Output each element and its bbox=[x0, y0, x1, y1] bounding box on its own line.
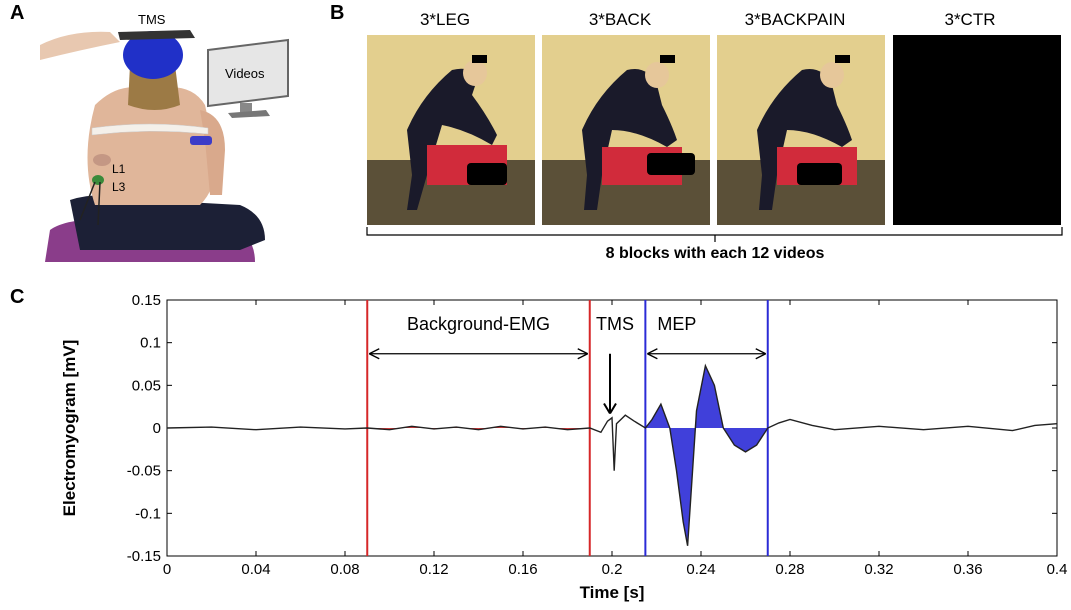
lifting-illustration bbox=[717, 35, 885, 225]
x-tick-label: 0.2 bbox=[602, 561, 623, 578]
condition-label-ctr: 3*CTR bbox=[944, 10, 996, 29]
x-tick-label: 0.36 bbox=[953, 561, 982, 578]
background-emg-arrow-head-right bbox=[577, 348, 589, 360]
y-axis-label: Electromyogram [mV] bbox=[60, 340, 79, 517]
electrode-wires bbox=[79, 181, 101, 226]
y-tick-label: -0.1 bbox=[135, 505, 161, 522]
x-tick-label: 0.24 bbox=[686, 561, 715, 578]
y-tick-label: 0.05 bbox=[132, 377, 161, 394]
mep-arrow-head-right bbox=[755, 348, 767, 360]
condition-label-leg: 3*LEG bbox=[419, 10, 471, 29]
x-tick-label: 0.32 bbox=[864, 561, 893, 578]
x-tick-label: 0 bbox=[163, 561, 171, 578]
tms-label: TMS bbox=[596, 314, 634, 334]
block-brace bbox=[366, 227, 1063, 242]
electrode-l1 bbox=[93, 154, 111, 166]
tms-label: TMS bbox=[138, 12, 166, 27]
monitor-base bbox=[228, 110, 270, 118]
emg-trace-line bbox=[166, 363, 1058, 546]
x-tick-label: 0.12 bbox=[419, 561, 448, 578]
background-emg-arrow-head-left bbox=[368, 348, 380, 360]
tms-arrow-head bbox=[603, 402, 617, 415]
emg-chart-svg: 0.150.10.050-0.05-0.1-0.150 0.04 0.08 0.12 0… bbox=[60, 292, 1067, 602]
monitor-label: Videos bbox=[225, 66, 265, 81]
y-tick-label: -0.15 bbox=[127, 548, 161, 565]
mep-fill bbox=[645, 365, 768, 546]
bra-strap bbox=[91, 123, 209, 136]
y-tick-label: 0.1 bbox=[140, 335, 161, 352]
mep-arrow-head-left bbox=[647, 348, 658, 360]
setup-illustration: TMS Videos L1 L3 bbox=[40, 10, 320, 262]
y-tick-label: 0 bbox=[153, 420, 161, 437]
video-frame-back bbox=[542, 35, 710, 225]
background-emg-fill bbox=[367, 426, 590, 430]
arm-cuff bbox=[190, 136, 212, 145]
electrode-label-l3: L3 bbox=[112, 180, 126, 194]
x-tick-label: 0.16 bbox=[508, 561, 537, 578]
chart-axes: 0.150.10.050-0.05-0.1-0.150 0.04 0.08 0.12 0… bbox=[60, 292, 1067, 602]
lifting-illustration bbox=[542, 35, 710, 225]
panel-a-setup-photo: TMS Videos L1 L3 bbox=[40, 10, 320, 262]
condition-label-backpain: 3*BACKPAIN bbox=[744, 10, 846, 29]
video-frame-leg bbox=[367, 35, 535, 225]
x-tick-label: 0.08 bbox=[330, 561, 359, 578]
y-tick-label: 0.15 bbox=[132, 292, 161, 309]
x-tick-label: 0.04 bbox=[241, 561, 270, 578]
video-frame-backpain bbox=[717, 35, 885, 225]
x-tick-label: 0.28 bbox=[775, 561, 804, 578]
panel-b-conditions: 3*LEG 3*BACK 3*BACKPAIN 3*CTR bbox=[360, 0, 1070, 270]
chart-trace bbox=[166, 363, 1058, 546]
electrode-label-l1: L1 bbox=[112, 162, 126, 176]
jeans-shape bbox=[70, 195, 265, 250]
panel-a-letter: A bbox=[10, 2, 25, 24]
panel-b-letter: B bbox=[330, 2, 345, 24]
mep-label: MEP bbox=[657, 314, 696, 334]
back-shape bbox=[87, 87, 216, 205]
background-emg-label: Background-EMG bbox=[407, 314, 550, 334]
y-tick-label: -0.05 bbox=[127, 463, 161, 480]
block-caption: 8 blocks with each 12 videos bbox=[605, 245, 825, 262]
monitor-screen bbox=[207, 38, 289, 108]
chart-annotations: Background-EMG MEP TMS bbox=[368, 314, 767, 415]
condition-label-back: 3*BACK bbox=[588, 10, 652, 29]
lifting-illustration bbox=[367, 35, 535, 225]
chart-fills bbox=[367, 365, 768, 546]
emg-chart: 0.15 0.1 0.05 0 -0.05 -0.1 -0.15 0 0.04 0.08 0.12 0… bbox=[0, 280, 1071, 605]
panel-c-letter: C bbox=[10, 286, 25, 308]
x-axis-label: Time [s] bbox=[580, 583, 645, 602]
tms-coil bbox=[118, 30, 195, 40]
video-frame-ctr bbox=[893, 35, 1061, 225]
x-tick-label: 0.4 bbox=[1047, 561, 1068, 578]
operator-arm bbox=[40, 31, 120, 60]
eeg-cap bbox=[123, 31, 183, 79]
monitor-stand bbox=[240, 103, 252, 113]
